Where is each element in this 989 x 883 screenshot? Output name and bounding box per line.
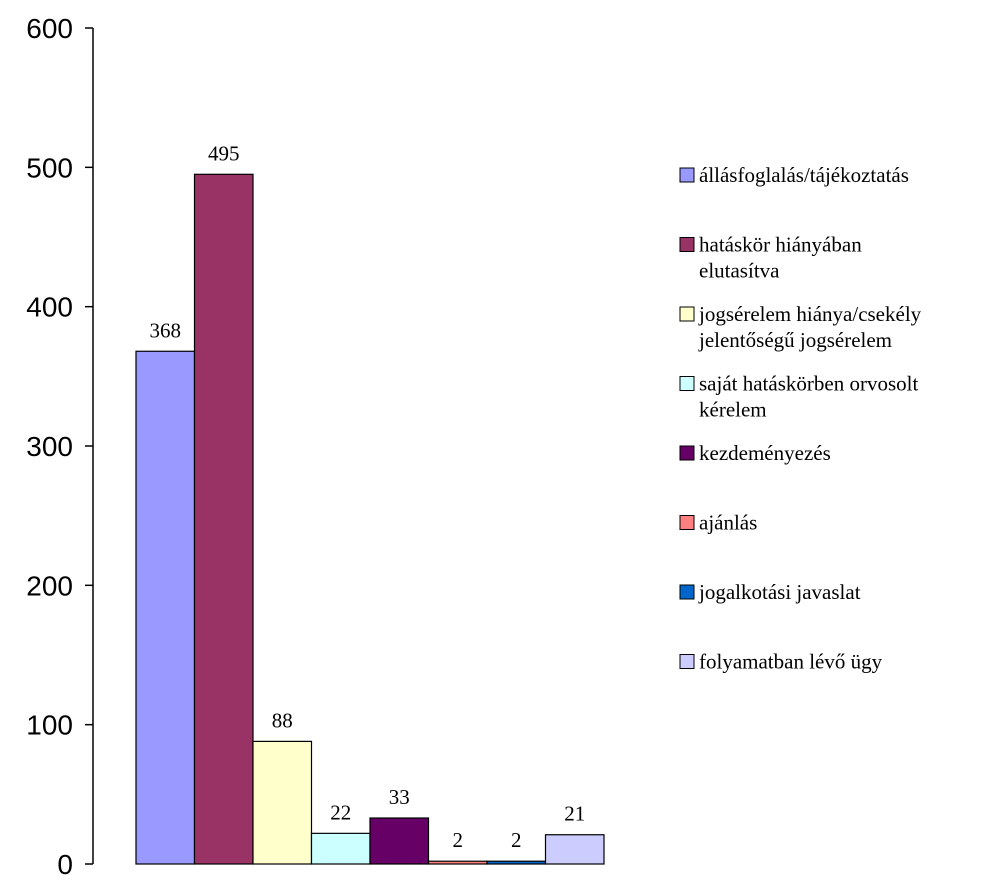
- y-axis: 0 100 200 300 400 500 600: [26, 13, 94, 880]
- legend-label: saját hatáskörben orvosolt: [699, 372, 918, 396]
- legend-label: folyamatban lévő ügy: [699, 650, 883, 674]
- legend-label: jogsérelem hiánya/csekély: [698, 302, 922, 326]
- data-label: 33: [389, 785, 410, 809]
- legend-label: állásfoglalás/tájékoztatás: [699, 163, 909, 187]
- legend-label: kérelem: [699, 398, 767, 422]
- data-label: 2: [511, 828, 522, 852]
- legend-swatch: [679, 167, 695, 183]
- legend: állásfoglalás/tájékoztatás hatáskör hiány…: [679, 163, 922, 674]
- data-label: 88: [272, 708, 293, 732]
- legend-swatch: [679, 237, 695, 252]
- legend-swatch: [679, 515, 695, 530]
- bars-group: [135, 173, 605, 865]
- bar: [252, 740, 313, 865]
- legend-item: kezdeményezés: [679, 441, 831, 465]
- legend-label: jogalkotási javaslat: [698, 580, 861, 604]
- legend-swatch: [679, 306, 695, 322]
- data-label: 2: [453, 828, 464, 852]
- bar: [369, 817, 430, 865]
- bar: [193, 173, 254, 865]
- legend-item: ajánlás: [679, 511, 757, 535]
- legend-label: ajánlás: [699, 511, 757, 535]
- bar: [427, 860, 488, 865]
- y-tick-label: 200: [26, 570, 73, 601]
- bar: [135, 350, 196, 865]
- legend-label: elutasítva: [699, 259, 780, 283]
- data-label: 22: [330, 800, 351, 824]
- y-tick-label: 100: [26, 710, 73, 741]
- y-tick-label: 600: [26, 13, 73, 44]
- y-tick-label: 500: [26, 152, 73, 183]
- legend-swatch: [679, 654, 695, 669]
- data-label: 495: [208, 141, 240, 165]
- legend-swatch: [679, 376, 695, 391]
- data-label: 368: [150, 318, 182, 342]
- legend-swatch: [679, 445, 695, 461]
- bar: [310, 832, 371, 865]
- bar: [486, 860, 547, 865]
- legend-item: folyamatban lévő ügy: [679, 650, 883, 674]
- y-tick-label: 300: [26, 431, 73, 462]
- data-label: 21: [564, 802, 585, 826]
- legend-label: kezdeményezés: [699, 441, 831, 465]
- legend-swatch: [679, 584, 695, 600]
- y-tick-label: 400: [26, 292, 73, 323]
- legend-item: jogalkotási javaslat: [679, 580, 861, 604]
- bar: [544, 834, 605, 865]
- legend-label: jelentőségű jogsérelem: [698, 328, 892, 352]
- legend-label: hatáskör hiányában: [699, 233, 862, 257]
- legend-item: állásfoglalás/tájékoztatás: [679, 163, 909, 187]
- y-tick-label: 0: [57, 849, 73, 878]
